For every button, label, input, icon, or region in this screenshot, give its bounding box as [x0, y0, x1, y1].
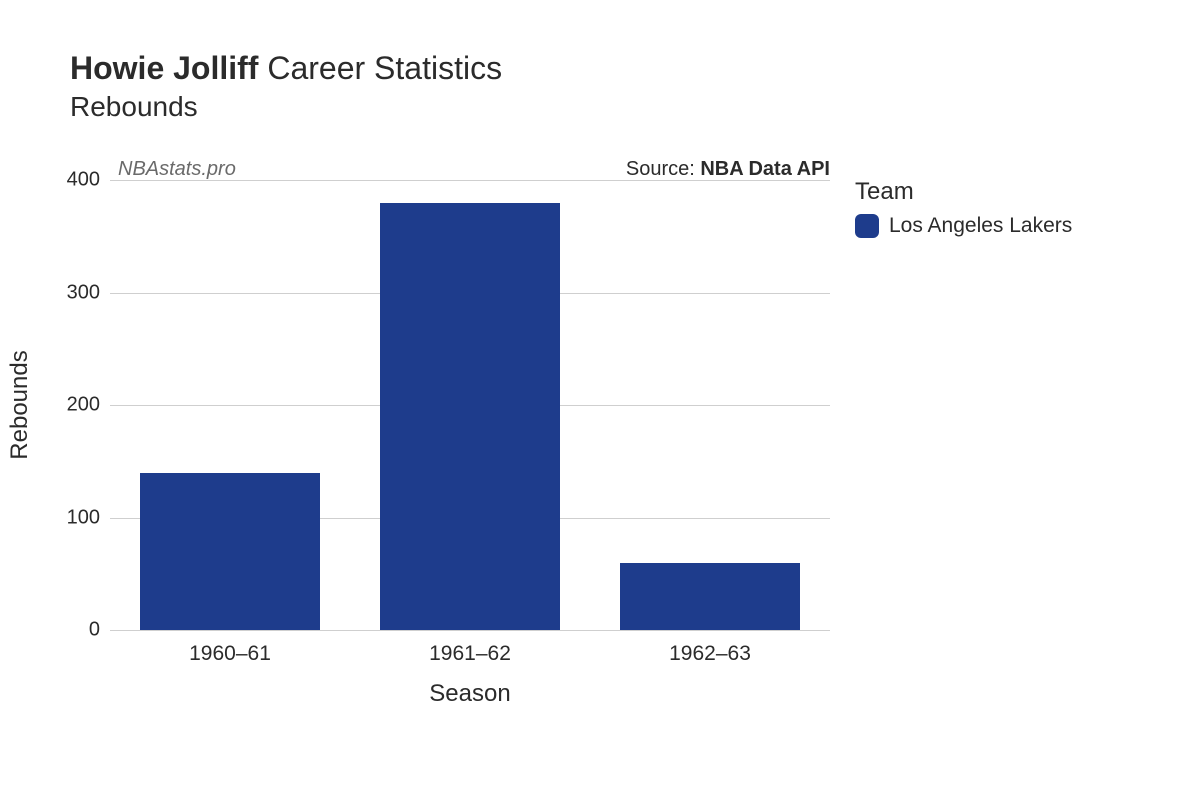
- y-tick-label: 300: [40, 281, 100, 304]
- x-tick-label: 1961–62: [429, 642, 511, 666]
- title-suffix: Career Statistics: [267, 50, 502, 86]
- plot-area: NBAstats.pro Source: NBA Data API Season…: [110, 180, 830, 630]
- legend-item: Los Angeles Lakers: [855, 214, 1072, 238]
- source-prefix: Source:: [626, 158, 700, 180]
- gridline: [110, 180, 830, 181]
- legend-item-label: Los Angeles Lakers: [889, 214, 1072, 238]
- y-tick-label: 400: [40, 169, 100, 192]
- gridline: [110, 630, 830, 631]
- legend-title: Team: [855, 178, 1072, 206]
- legend-swatch: [855, 214, 879, 238]
- bar: [140, 473, 320, 631]
- y-tick-label: 200: [40, 394, 100, 417]
- chart-subtitle: Rebounds: [70, 91, 502, 123]
- watermark-text: NBAstats.pro: [118, 158, 236, 181]
- chart-title: Howie Jolliff Career Statistics: [70, 50, 502, 87]
- source-name: NBA Data API: [700, 158, 830, 180]
- chart-title-block: Howie Jolliff Career Statistics Rebounds: [70, 50, 502, 123]
- x-tick-label: 1960–61: [189, 642, 271, 666]
- player-name: Howie Jolliff: [70, 50, 258, 86]
- x-axis-title: Season: [429, 680, 510, 708]
- x-tick-label: 1962–63: [669, 642, 751, 666]
- source-attribution: Source: NBA Data API: [626, 158, 830, 181]
- y-tick-label: 0: [40, 619, 100, 642]
- legend: Team Los Angeles Lakers: [855, 178, 1072, 238]
- chart-container: Howie Jolliff Career Statistics Rebounds…: [0, 0, 1200, 800]
- y-axis-title: Rebounds: [6, 350, 34, 459]
- bar: [380, 203, 560, 631]
- bar: [620, 563, 800, 631]
- y-tick-label: 100: [40, 506, 100, 529]
